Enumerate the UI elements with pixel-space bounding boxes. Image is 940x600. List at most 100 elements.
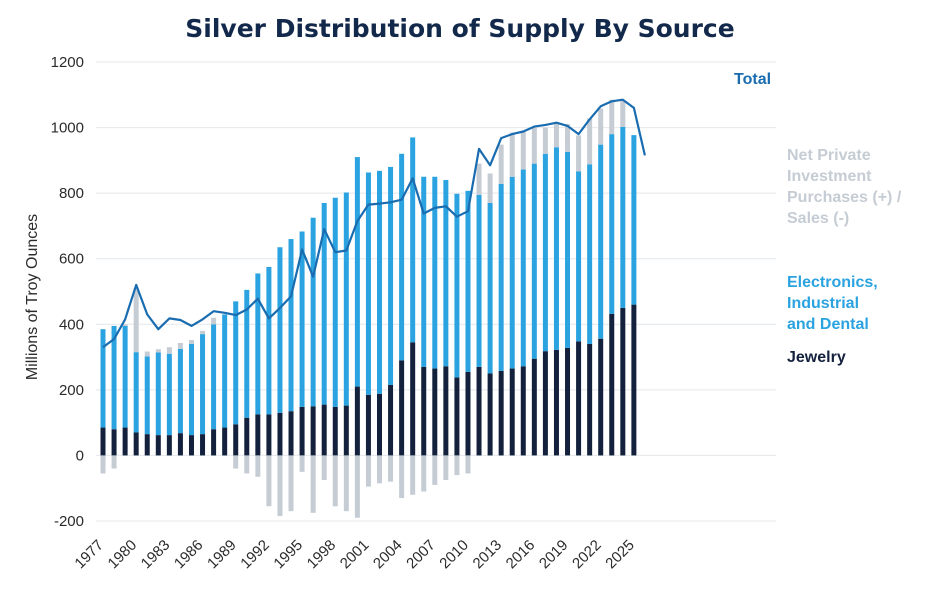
bar-industrial <box>365 172 371 395</box>
bar-industrial <box>100 329 106 428</box>
y-tick-label: 800 <box>59 185 84 202</box>
bar-industrial <box>542 153 548 352</box>
bar-investment <box>531 127 537 164</box>
bar-industrial <box>631 135 637 305</box>
bar-industrial <box>122 325 128 428</box>
bar-industrial <box>255 273 261 415</box>
bar-industrial <box>520 169 526 367</box>
bar-series <box>100 99 637 518</box>
chart-title: Silver Distribution of Supply By Source <box>185 14 735 43</box>
bar-jewelry <box>443 366 449 456</box>
bar-industrial <box>133 352 139 433</box>
bar-investment <box>432 455 438 485</box>
bar-investment <box>343 455 349 512</box>
bar-investment <box>111 455 117 469</box>
bar-investment <box>211 317 217 325</box>
bar-investment <box>553 122 559 148</box>
bar-industrial <box>111 325 117 430</box>
bar-jewelry <box>421 366 427 456</box>
bar-jewelry <box>155 435 161 456</box>
bar-jewelry <box>277 412 283 456</box>
x-tick-label: 1995 <box>270 537 306 573</box>
bar-investment <box>155 349 161 353</box>
bar-industrial <box>509 176 515 369</box>
bar-jewelry <box>288 411 294 456</box>
bar-jewelry <box>133 432 139 456</box>
bar-industrial <box>332 197 338 407</box>
bar-jewelry <box>200 434 206 456</box>
legend-industrial: Electronics, Industrial and Dental <box>787 274 878 333</box>
legend-line: and Dental <box>787 316 869 333</box>
bar-industrial <box>144 356 150 435</box>
bar-industrial <box>244 289 250 418</box>
y-tick-label: 0 <box>76 447 84 464</box>
bar-jewelry <box>388 384 394 456</box>
legend-line: Net Private <box>787 147 871 164</box>
bar-investment <box>122 324 128 326</box>
bar-industrial <box>166 353 172 436</box>
bar-investment <box>620 100 626 127</box>
x-tick-label: 1980 <box>105 537 141 573</box>
bar-investment <box>454 455 460 476</box>
bar-investment <box>388 455 394 482</box>
bar-jewelry <box>609 313 615 456</box>
y-tick-label: 1000 <box>51 120 84 137</box>
bar-industrial <box>233 301 239 425</box>
legend-line: Sales (-) <box>787 210 849 227</box>
x-tick-label: 2007 <box>403 537 439 573</box>
x-tick-label: 1986 <box>171 537 207 573</box>
x-tick-label: 2022 <box>569 537 605 573</box>
y-tick-label: -200 <box>54 513 84 530</box>
bar-jewelry <box>299 406 305 456</box>
bar-jewelry <box>310 406 316 456</box>
x-tick-label: 2019 <box>536 537 572 573</box>
bar-investment <box>377 455 382 484</box>
bar-jewelry <box>343 405 349 456</box>
bar-jewelry <box>465 371 471 456</box>
bar-industrial <box>598 144 604 339</box>
bar-jewelry <box>177 433 183 456</box>
bar-jewelry <box>432 368 438 456</box>
bar-industrial <box>377 170 382 394</box>
bar-investment <box>244 455 250 474</box>
bar-jewelry <box>188 435 194 456</box>
bar-investment <box>321 455 327 481</box>
bar-industrial <box>343 192 349 406</box>
bar-investment <box>288 455 294 512</box>
bar-industrial <box>576 171 582 342</box>
legend-line: Industrial <box>787 295 859 312</box>
bar-jewelry <box>476 366 482 456</box>
bar-investment <box>188 340 194 344</box>
bar-industrial <box>443 180 449 367</box>
bar-jewelry <box>244 417 250 456</box>
bar-investment <box>399 455 405 499</box>
bar-jewelry <box>321 404 327 456</box>
bar-investment <box>576 135 582 172</box>
bar-investment <box>100 455 106 474</box>
y-tick-label: 1200 <box>51 54 84 71</box>
y-tick-label: 200 <box>59 382 84 399</box>
bar-industrial <box>188 343 194 436</box>
bar-investment <box>255 455 261 477</box>
x-tick-label: 1998 <box>304 537 340 573</box>
bar-jewelry <box>553 349 559 456</box>
bar-investment <box>200 330 206 335</box>
x-tick-label: 2010 <box>436 537 472 573</box>
bar-jewelry <box>332 406 338 456</box>
bar-industrial <box>354 157 360 387</box>
bar-jewelry <box>520 366 526 456</box>
bar-investment <box>498 144 504 184</box>
bar-jewelry <box>354 386 360 456</box>
bar-jewelry <box>410 342 416 456</box>
legend-line: Investment <box>787 168 872 185</box>
bar-investment <box>277 455 283 517</box>
x-tick-label: 1992 <box>237 537 273 573</box>
x-tick-label: 1989 <box>204 537 240 573</box>
bar-investment <box>332 455 338 507</box>
bar-investment <box>299 455 305 472</box>
bar-industrial <box>388 166 394 385</box>
bar-industrial <box>487 202 493 374</box>
bar-investment <box>476 163 482 195</box>
x-tick-label: 1977 <box>71 537 107 573</box>
